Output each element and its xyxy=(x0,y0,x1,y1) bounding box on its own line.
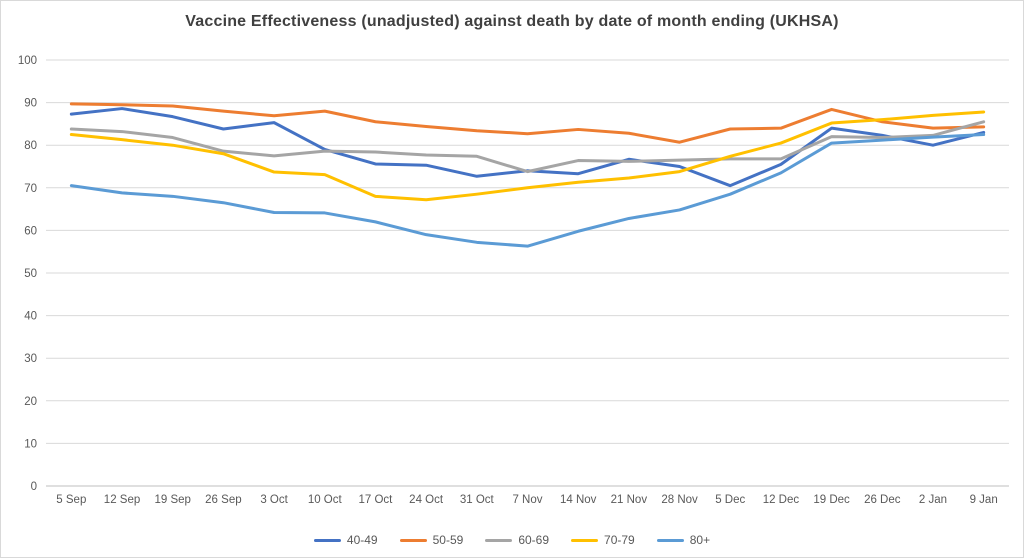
x-tick-label: 9 Jan xyxy=(970,494,998,506)
y-tick-label: 10 xyxy=(24,438,37,450)
x-tick-label: 19 Dec xyxy=(813,494,850,506)
legend-label: 60-69 xyxy=(518,533,550,547)
x-tick-label: 2 Jan xyxy=(919,494,947,506)
legend-item-60-69: 60-69 xyxy=(485,533,549,547)
x-tick-label: 12 Dec xyxy=(763,494,800,506)
y-tick-label: 60 xyxy=(24,225,37,237)
y-tick-label: 30 xyxy=(24,353,37,365)
legend-swatch-40-49 xyxy=(313,538,341,542)
x-tick-label: 24 Oct xyxy=(409,494,444,506)
y-tick-label: 0 xyxy=(31,481,37,493)
x-tick-label: 10 Oct xyxy=(308,494,343,506)
x-tick-label: 12 Sep xyxy=(104,494,140,506)
x-tick-label: 7 Nov xyxy=(512,494,542,506)
chart-title: Vaccine Effectiveness (unadjusted) again… xyxy=(185,13,839,30)
series-line-70-79 xyxy=(69,110,986,202)
y-tick-label: 80 xyxy=(24,140,37,152)
x-tick-label: 26 Sep xyxy=(205,494,241,506)
legend-swatch-60-69 xyxy=(485,538,513,542)
legend-item-70-79: 70-79 xyxy=(571,533,635,547)
y-tick-label: 40 xyxy=(24,311,37,323)
legend-label: 80+ xyxy=(689,533,711,547)
series-line-80+ xyxy=(69,133,986,248)
y-tick-label: 90 xyxy=(24,98,37,110)
y-tick-label: 50 xyxy=(24,268,37,280)
x-tick-label: 14 Nov xyxy=(560,494,597,506)
y-tick-label: 70 xyxy=(24,183,37,195)
legend-swatch-80+ xyxy=(656,538,684,542)
y-tick-label: 100 xyxy=(18,55,37,67)
x-tick-label: 5 Sep xyxy=(56,494,86,506)
x-tick-label: 31 Oct xyxy=(460,494,495,506)
legend-swatch-70-79 xyxy=(571,538,599,542)
y-tick-label: 20 xyxy=(24,396,37,408)
x-tick-label: 28 Nov xyxy=(661,494,698,506)
x-tick-label: 3 Oct xyxy=(260,494,288,506)
legend-label: 70-79 xyxy=(604,533,635,547)
x-tick-label: 5 Dec xyxy=(715,494,745,506)
legend-label: 50-59 xyxy=(432,533,464,547)
x-tick-label: 26 Dec xyxy=(864,494,901,506)
legend-item-40-49: 40-49 xyxy=(313,533,378,547)
legend-item-80+: 80+ xyxy=(656,533,711,547)
legend-swatch-50-59 xyxy=(399,538,427,542)
x-tick-label: 21 Nov xyxy=(611,494,648,506)
series-line-60-69 xyxy=(69,120,986,174)
x-tick-label: 19 Sep xyxy=(154,494,190,506)
x-tick-label: 17 Oct xyxy=(359,494,394,506)
legend-label: 40-49 xyxy=(346,533,378,547)
series-line-50-59 xyxy=(69,102,986,144)
legend-item-50-59: 50-59 xyxy=(399,533,464,547)
chart-legend: 40-49 50-59 60-69 70-79 80+ xyxy=(1,533,1023,547)
